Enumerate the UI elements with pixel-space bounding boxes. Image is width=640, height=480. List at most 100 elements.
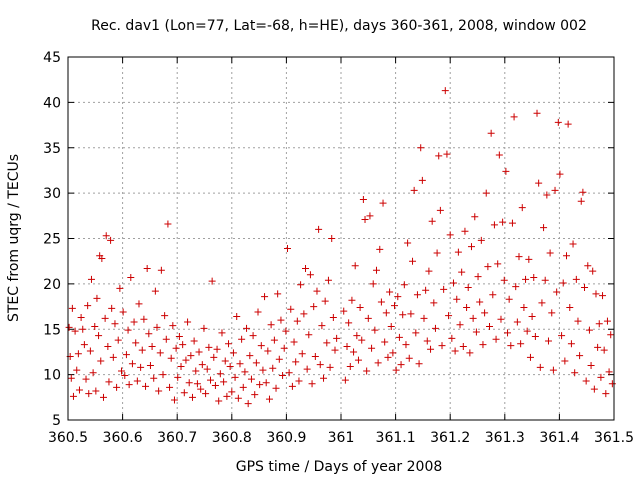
data-point [386, 288, 394, 296]
data-point [287, 305, 295, 313]
data-point [445, 312, 453, 320]
data-point [594, 343, 602, 351]
data-point [530, 274, 538, 282]
x-tick-labels: 360.5 360.6 360.7 360.8 360.9 361 361.1 361.2 36… [48, 430, 634, 446]
data-point [559, 279, 567, 287]
data-point [323, 339, 331, 347]
data-point [543, 191, 551, 199]
data-point [371, 326, 379, 334]
data-point [492, 335, 500, 343]
data-point [162, 335, 170, 343]
data-point [207, 376, 215, 384]
data-point [579, 188, 587, 196]
data-point [107, 236, 115, 244]
data-point [518, 204, 526, 212]
data-point [513, 318, 521, 326]
data-point [441, 87, 449, 95]
data-point [379, 199, 387, 207]
data-point [389, 349, 397, 357]
data-point [582, 377, 590, 385]
data-point [265, 395, 273, 403]
data-point [308, 380, 316, 388]
data-point [572, 275, 580, 283]
data-point [415, 360, 423, 368]
data-point [487, 129, 495, 137]
data-point [372, 266, 380, 274]
plot-frame [67, 56, 615, 421]
data-point [592, 290, 600, 298]
data-point [499, 218, 507, 226]
data-point [156, 349, 164, 357]
data-point [179, 341, 187, 349]
data-point [418, 176, 426, 184]
data-point [358, 336, 366, 344]
data-point [231, 373, 239, 381]
data-point [303, 365, 311, 373]
data-point [67, 374, 75, 382]
data-point [215, 397, 223, 405]
y-tick-label: 40 [43, 95, 61, 111]
data-point [399, 311, 407, 319]
data-point [195, 348, 203, 356]
data-point [239, 383, 247, 391]
data-point [130, 318, 138, 326]
y-tick-label: 20 [43, 277, 61, 293]
data-point [585, 326, 593, 334]
data-point [436, 206, 444, 214]
data-point [257, 342, 265, 350]
data-point [374, 359, 382, 367]
data-point [453, 295, 461, 303]
data-point [316, 361, 324, 369]
data-point [504, 329, 512, 337]
data-point [113, 383, 121, 391]
data-point [589, 267, 597, 275]
data-point [135, 300, 143, 308]
data-point [561, 357, 569, 365]
data-point [133, 377, 141, 385]
data-point [395, 333, 403, 341]
y-tick-label: 35 [43, 141, 61, 157]
data-point [150, 374, 158, 382]
data-point [541, 276, 549, 284]
data-point [326, 363, 334, 371]
data-point [405, 354, 413, 362]
data-point [384, 353, 392, 361]
data-point [584, 262, 592, 270]
data-point [350, 348, 358, 356]
data-point [229, 349, 237, 357]
data-point [311, 352, 319, 360]
data-point [148, 342, 156, 350]
data-point [404, 239, 412, 247]
data-point [587, 362, 595, 370]
data-point [484, 263, 492, 271]
data-point [275, 355, 283, 363]
data-point [366, 212, 374, 220]
data-point [262, 379, 270, 387]
data-point [223, 392, 231, 400]
data-point [417, 144, 425, 152]
data-point [544, 337, 552, 345]
data-point [500, 276, 508, 284]
data-point [315, 225, 323, 233]
data-point [607, 331, 615, 339]
data-point [443, 150, 451, 158]
data-point [92, 387, 100, 395]
x-tick-label: 361.3 [485, 430, 525, 446]
data-point [74, 350, 82, 358]
data-point [413, 291, 421, 299]
data-point [459, 342, 467, 350]
data-point [128, 360, 136, 368]
data-point [356, 303, 364, 311]
data-point [164, 220, 172, 228]
data-point [400, 281, 408, 289]
data-point [310, 303, 318, 311]
data-point [540, 224, 548, 232]
data-point [246, 352, 254, 360]
data-point [556, 170, 564, 178]
data-point [188, 393, 196, 401]
data-point [298, 350, 306, 358]
data-point [251, 391, 259, 399]
data-point [520, 303, 528, 311]
data-point [91, 323, 99, 331]
